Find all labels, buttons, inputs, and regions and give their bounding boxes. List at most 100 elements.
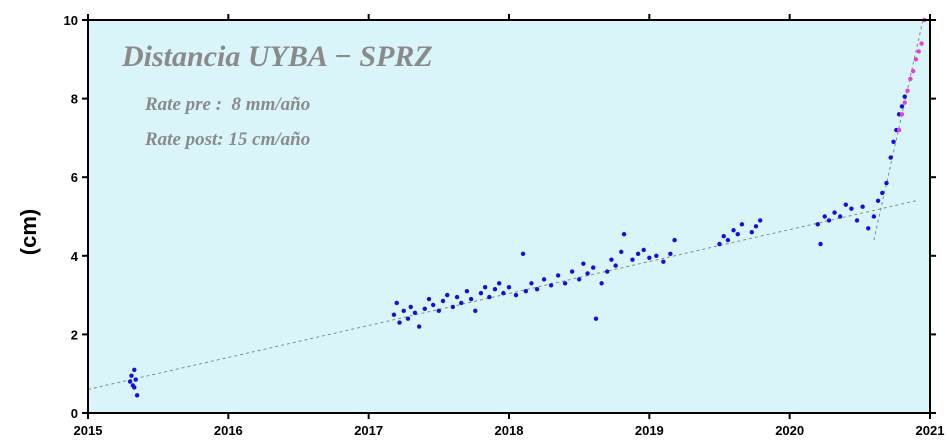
y-tick-label: 4 [71,249,79,264]
data-point [832,210,837,215]
x-tick-label: 2021 [916,423,945,438]
plot-area [88,20,930,413]
data-point [837,214,843,219]
data-point [129,373,134,378]
data-point [910,68,916,74]
data-point [585,271,590,276]
y-tick-label: 10 [64,13,78,28]
data-point [860,204,865,209]
data-point [405,316,411,321]
data-point [431,302,436,308]
data-point [899,112,905,117]
annotation: Rate pre : 8 mm/año [144,94,310,115]
data-point [127,379,133,384]
data-point [721,233,726,239]
data-point [569,269,575,274]
data-point [593,316,599,321]
data-point [854,218,860,223]
x-tick-label: 2017 [354,423,383,438]
x-tick-label: 2018 [495,423,524,438]
data-point [826,218,832,223]
x-tick-label: 2016 [214,423,243,438]
data-point [619,249,624,255]
data-point [581,261,586,266]
data-point [647,255,652,260]
chart-title: Distancia UYBA − SPRZ [121,40,433,73]
y-tick-label: 0 [71,406,78,421]
data-point [905,88,910,93]
data-point [613,263,618,268]
data-point [576,277,582,282]
data-point [635,251,641,257]
data-point [412,310,418,315]
data-point [426,296,432,302]
data-point [899,104,905,109]
data-point [440,298,446,304]
data-point [496,281,502,286]
data-point [630,257,635,262]
data-point [445,292,450,298]
data-point [464,288,470,294]
data-point [591,265,596,270]
data-point [541,277,547,282]
data-point [436,308,442,314]
data-point [891,139,896,145]
data-point [818,241,823,247]
data-point [896,127,902,133]
data-point [843,202,848,207]
data-point [454,294,460,300]
data-point [605,269,610,274]
data-point [888,155,893,160]
data-point [459,300,464,306]
data-point [717,241,722,247]
data-point [473,308,478,314]
data-point [132,385,137,390]
data-point [822,214,827,219]
data-point [902,94,907,99]
data-point [875,198,881,203]
x-tick-label: 2019 [635,423,664,438]
data-point [468,296,474,302]
data-point [487,294,492,300]
data-point [599,281,604,286]
x-tick-label: 2015 [74,423,103,438]
data-point [562,281,568,286]
data-point [501,290,506,296]
data-point [866,226,871,231]
data-point [401,308,406,314]
data-point [133,377,138,382]
data-point [654,253,659,258]
data-point [506,285,512,290]
y-tick-label: 6 [71,170,78,185]
data-point [134,393,140,398]
data-point [523,288,529,294]
data-point [534,287,540,292]
data-point [871,214,877,219]
data-point [757,218,763,223]
data-point [520,251,526,257]
data-point [408,304,413,310]
y-tick-label: 8 [71,92,78,107]
trend-line [873,19,924,241]
data-point [919,41,924,46]
data-point [132,367,137,372]
data-point [422,306,427,312]
data-point [880,190,885,196]
data-point [672,237,677,243]
data-point [492,287,498,292]
y-axis-label: (cm) [16,209,41,255]
data-point [668,251,673,257]
data-point [753,224,759,229]
data-point [884,180,889,186]
data-point [621,231,627,237]
data-point [416,324,422,329]
data-point [548,283,554,288]
data-point [749,230,754,235]
data-point [482,285,488,290]
data-point [815,222,820,227]
data-point [661,259,666,264]
data-point [908,76,913,82]
data-point [609,257,614,262]
data-point [731,228,736,233]
